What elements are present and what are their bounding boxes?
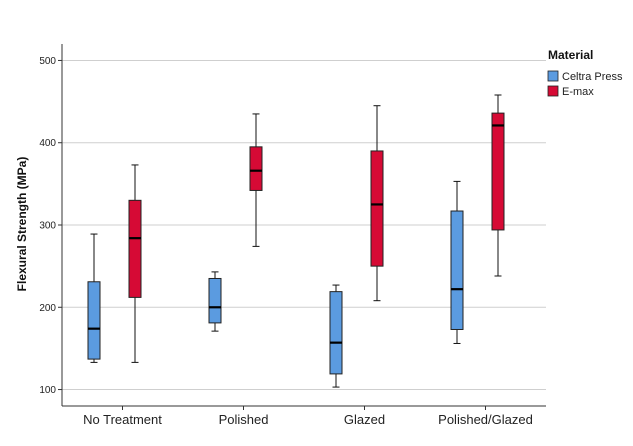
iqr-box: [208, 277, 222, 324]
box-e-max-polished-glazed: [491, 94, 505, 277]
y-tick-label-400: 400: [39, 138, 56, 149]
y-axis-title: Flexural Strength (MPa): [15, 157, 29, 292]
grid-lines: [62, 59, 546, 391]
iqr-box: [329, 291, 343, 375]
y-tick-label-200: 200: [39, 303, 56, 314]
y-tick-label-100: 100: [39, 385, 56, 396]
iqr-box: [87, 281, 101, 360]
box-plots: [87, 94, 505, 388]
box-e-max-glazed: [370, 105, 384, 302]
iqr-box: [128, 199, 142, 298]
y-tick-label-300: 300: [39, 221, 56, 232]
legend-swatch-celtra-press: [547, 70, 559, 82]
box-celtra-press-polished: [208, 271, 222, 332]
x-tick-label-no-treatment: No Treatment: [83, 412, 162, 427]
box-celtra-press-polished-glazed: [450, 180, 464, 344]
axes: 100 200 300 400 500 No Treatment Polished Glaze…: [39, 44, 546, 427]
x-tick-label-glazed: Glazed: [344, 412, 385, 427]
box-e-max-no-treatment: [128, 164, 142, 363]
legend-label-e-max: E-max: [562, 86, 594, 98]
box-e-max-polished: [249, 113, 263, 247]
legend-label-celtra-press: Celtra Press: [562, 71, 623, 83]
iqr-box: [249, 146, 263, 191]
iqr-box: [370, 150, 384, 267]
legend: Material Celtra Press E-max: [547, 48, 623, 98]
x-tick-label-polished-glazed: Polished/Glazed: [438, 412, 533, 427]
x-tick-label-polished: Polished: [219, 412, 269, 427]
iqr-box: [491, 112, 505, 231]
y-tick-label-500: 500: [39, 56, 56, 67]
legend-title: Material: [548, 48, 593, 62]
box-celtra-press-no-treatment: [87, 233, 101, 363]
iqr-box: [450, 210, 464, 330]
legend-swatch-e-max: [547, 85, 559, 97]
box-celtra-press-glazed: [329, 284, 343, 388]
